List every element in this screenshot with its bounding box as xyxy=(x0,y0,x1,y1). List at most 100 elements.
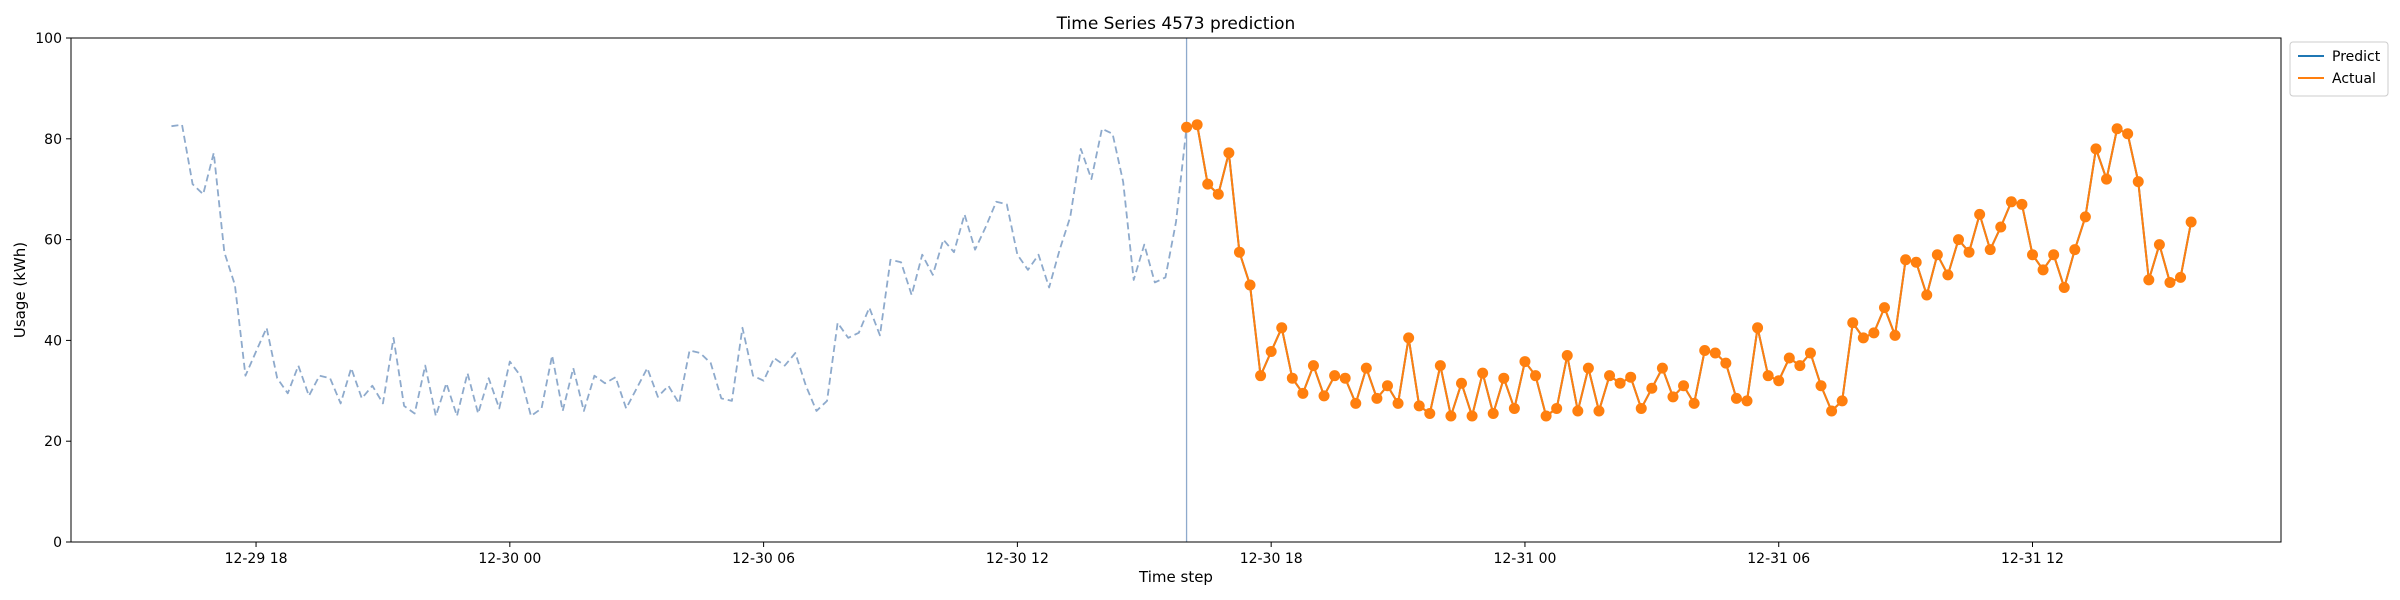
data-point-actual xyxy=(1942,269,1954,281)
data-point-actual xyxy=(1530,370,1542,382)
data-point-actual xyxy=(1921,289,1933,301)
data-point-actual xyxy=(1403,332,1415,344)
data-point-actual xyxy=(1519,356,1531,368)
data-point-actual xyxy=(1445,410,1457,422)
data-point-actual xyxy=(1783,352,1795,364)
data-point-actual xyxy=(1773,375,1785,387)
data-point-actual xyxy=(1276,322,1288,334)
y-axis-label: Usage (kWh) xyxy=(11,242,29,338)
data-point-actual xyxy=(1498,372,1510,384)
data-point-actual xyxy=(1329,370,1341,382)
data-point-actual xyxy=(1857,332,1869,344)
data-point-actual xyxy=(2153,239,2165,251)
data-point-actual xyxy=(1741,395,1753,407)
data-point-actual xyxy=(1339,372,1351,384)
data-point-actual xyxy=(1392,397,1404,409)
data-point-actual xyxy=(1212,188,1224,200)
data-point-actual xyxy=(1318,390,1330,402)
data-point-actual xyxy=(1582,362,1594,374)
x-axis-ticks: 12-29 18 12-30 00 12-30 06 12-30 12 12-30 18… xyxy=(225,542,2064,567)
data-point-actual xyxy=(1900,254,1912,266)
data-point-actual xyxy=(1804,347,1816,359)
data-point-actual xyxy=(1963,246,1975,258)
data-point-actual xyxy=(1678,380,1690,392)
data-point-actual xyxy=(1815,380,1827,392)
data-point-actual xyxy=(2101,173,2113,185)
series-actual xyxy=(1181,119,2197,422)
y-tick-label: 60 xyxy=(44,233,62,249)
data-point-actual xyxy=(1984,244,1996,256)
data-point-actual xyxy=(2090,143,2102,155)
data-point-actual xyxy=(2027,249,2039,261)
data-point-actual xyxy=(1974,208,1986,220)
data-point-actual xyxy=(1265,345,1277,357)
data-point-actual xyxy=(1350,397,1362,409)
data-point-actual xyxy=(2185,216,2197,228)
data-point-actual xyxy=(2164,276,2176,288)
data-point-actual xyxy=(1836,395,1848,407)
series-line-history xyxy=(171,123,1188,417)
data-point-actual xyxy=(2005,196,2017,208)
legend-label-predict: Predict xyxy=(2332,49,2381,65)
data-point-actual xyxy=(1202,178,1214,190)
data-point-actual xyxy=(2058,281,2070,293)
data-point-actual xyxy=(1868,327,1880,339)
data-point-actual xyxy=(2122,128,2134,140)
plot-series xyxy=(171,119,2197,422)
data-point-actual xyxy=(2069,244,2081,256)
data-point-actual xyxy=(1889,329,1901,341)
data-point-actual xyxy=(1952,234,1964,246)
data-point-actual xyxy=(1709,347,1721,359)
data-point-actual xyxy=(1730,392,1742,404)
data-point-actual xyxy=(1466,410,1478,422)
series-history xyxy=(171,123,1188,417)
data-point-actual xyxy=(1910,256,1922,268)
data-point-actual xyxy=(1487,407,1499,419)
x-tick-label: 12-31 06 xyxy=(1747,551,1810,567)
data-point-actual xyxy=(1360,362,1372,374)
data-point-actual xyxy=(1477,367,1489,379)
data-point-actual xyxy=(2016,198,2028,210)
data-point-actual xyxy=(1508,402,1520,414)
y-tick-label: 100 xyxy=(35,31,62,47)
chart-title: Time Series 4573 prediction xyxy=(1056,14,1296,34)
data-point-actual xyxy=(1604,370,1616,382)
data-point-actual xyxy=(1847,317,1859,329)
data-point-actual xyxy=(1646,382,1658,394)
data-point-actual xyxy=(1667,391,1679,403)
data-point-actual xyxy=(1244,279,1256,291)
y-axis-ticks: 0 20 40 60 80 100 xyxy=(35,31,71,551)
y-tick-label: 40 xyxy=(44,333,62,349)
x-tick-label: 12-30 18 xyxy=(1240,551,1303,567)
data-point-actual xyxy=(2037,264,2049,276)
data-point-actual xyxy=(1931,249,1943,261)
data-point-actual xyxy=(2111,123,2123,135)
data-point-actual xyxy=(1593,405,1605,417)
data-point-actual xyxy=(1307,360,1319,372)
data-point-actual xyxy=(1297,387,1309,399)
data-point-actual xyxy=(1762,370,1774,382)
y-tick-label: 0 xyxy=(53,535,62,551)
data-point-actual xyxy=(1424,407,1436,419)
x-tick-label: 12-31 00 xyxy=(1493,551,1556,567)
data-point-actual xyxy=(1561,350,1573,362)
data-point-actual xyxy=(1572,405,1584,417)
data-point-actual xyxy=(2175,271,2187,283)
data-point-actual xyxy=(1720,357,1732,369)
x-tick-label: 12-31 12 xyxy=(2001,551,2064,567)
data-point-actual xyxy=(1413,400,1425,412)
data-point-actual xyxy=(1551,402,1563,414)
data-point-actual xyxy=(2143,274,2155,286)
data-point-actual xyxy=(1995,221,2007,233)
data-point-actual xyxy=(2079,211,2091,223)
data-point-actual xyxy=(1371,392,1383,404)
data-point-actual xyxy=(1191,119,1203,131)
data-point-actual xyxy=(1540,410,1552,422)
x-tick-label: 12-30 00 xyxy=(478,551,541,567)
x-axis-label: Time step xyxy=(1138,568,1213,586)
data-point-actual xyxy=(1794,360,1806,372)
data-point-actual xyxy=(1456,377,1467,389)
data-point-actual xyxy=(1656,362,1668,374)
data-point-actual xyxy=(1255,370,1267,382)
